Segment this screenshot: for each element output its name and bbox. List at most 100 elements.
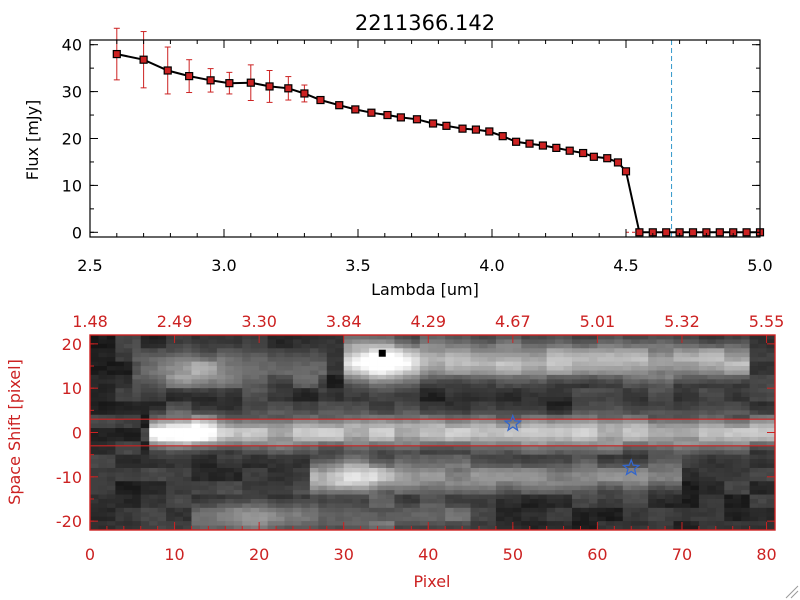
heatmap-cell — [402, 450, 412, 456]
heatmap-cell — [166, 410, 175, 416]
heatmap-cell — [335, 525, 345, 531]
heatmap-cell — [766, 428, 776, 433]
heatmap-cell — [741, 392, 751, 398]
heatmap-cell — [149, 485, 159, 491]
heatmap-cell — [326, 379, 336, 385]
heatmap-cell — [504, 459, 514, 464]
heatmap-cell — [758, 401, 767, 407]
heatmap-cell — [605, 343, 615, 349]
heatmap-cell — [428, 494, 438, 500]
heatmap-cell — [385, 379, 395, 385]
heatmap-cell — [732, 463, 742, 469]
heatmap-cell — [479, 454, 488, 460]
heatmap-cell — [597, 490, 607, 495]
heatmap-cell — [631, 485, 641, 491]
heatmap-cell — [385, 463, 395, 469]
heatmap-cell — [648, 392, 658, 398]
heatmap-cell — [98, 516, 108, 522]
heatmap-cell — [690, 481, 700, 487]
heatmap-cell — [259, 401, 268, 407]
heatmap-cell — [428, 472, 438, 478]
heatmap-cell — [504, 454, 514, 460]
heatmap-cell — [597, 512, 607, 518]
heatmap-cell — [98, 494, 108, 500]
heatmap-cell — [538, 428, 548, 433]
heatmap-cell — [106, 521, 116, 526]
heatmap-cell — [352, 419, 362, 425]
heatmap-cell — [90, 379, 99, 385]
heatmap-cell — [436, 498, 446, 504]
heatmap-cell — [673, 463, 683, 469]
heatmap-cell — [707, 525, 717, 531]
heatmap-cell — [132, 339, 142, 345]
heatmap-cell — [199, 392, 209, 398]
heatmap-cell — [411, 352, 421, 358]
heatmap-cell — [462, 410, 471, 416]
heatmap-cell — [605, 476, 615, 482]
heatmap-cell — [631, 348, 641, 354]
heatmap-cell — [360, 423, 370, 429]
heatmap-cell — [665, 507, 674, 513]
heatmap-cell — [411, 339, 421, 345]
heatmap-cell — [326, 467, 336, 473]
heatmap-cell — [572, 405, 581, 411]
heatmap-cell — [149, 352, 159, 358]
heatmap-cell — [563, 379, 573, 385]
heatmap-cell — [732, 379, 742, 385]
heatmap-cell — [614, 432, 624, 438]
heatmap-cell — [690, 516, 700, 522]
heatmap-cell — [318, 525, 328, 531]
heatmap-cell — [521, 445, 531, 451]
heatmap-cell — [622, 428, 632, 433]
heatmap-cell — [470, 410, 480, 416]
heatmap-cell — [487, 348, 497, 354]
heatmap-cell — [174, 392, 184, 398]
heatmap-cell — [724, 392, 734, 398]
heatmap-cell — [411, 392, 421, 398]
heatmap-cell — [377, 454, 387, 460]
heatmap-cell — [191, 383, 201, 389]
heatmap-cell — [749, 507, 759, 513]
heatmap-cell — [157, 428, 167, 433]
heatmap-cell — [309, 454, 319, 460]
heatmap-cell — [724, 521, 734, 526]
heatmap-cell — [394, 361, 404, 367]
heatmap-cell — [715, 498, 725, 504]
heatmap-cell — [453, 498, 463, 504]
heatmap-cell — [250, 397, 260, 402]
heatmap-cell — [453, 397, 463, 402]
heatmap-cell — [343, 432, 353, 438]
heatmap-cell — [115, 516, 125, 522]
heatmap-cell — [462, 352, 471, 358]
heatmap-cell — [284, 348, 294, 354]
heatmap-cell — [732, 410, 742, 416]
heatmap-cell — [225, 343, 235, 349]
heatmap-cell — [555, 525, 564, 531]
heatmap-cell — [335, 441, 345, 447]
heatmap-cell — [377, 445, 387, 451]
resize-grip-icon[interactable] — [785, 585, 799, 599]
heatmap-cell — [411, 348, 421, 354]
heatmap-cell — [766, 498, 776, 504]
heatmap-cell — [681, 490, 691, 495]
heatmap-cell — [614, 498, 624, 504]
heatmap-cell — [208, 512, 218, 518]
heatmap-cell — [276, 414, 285, 420]
heatmap-cell — [521, 374, 531, 380]
heatmap-cell — [352, 432, 362, 438]
heatmap-cell — [216, 405, 226, 411]
heatmap-cell — [360, 516, 370, 522]
heatmap-cell — [690, 450, 700, 456]
heatmap-cell — [563, 428, 573, 433]
heatmap-cell — [572, 525, 581, 531]
heatmap-cell — [115, 503, 125, 509]
heatmap-cell — [419, 383, 429, 389]
heatmap-cell — [572, 485, 581, 491]
heatmap-cell — [749, 459, 759, 464]
heatmap-cell — [191, 410, 201, 416]
heatmap-cell — [698, 414, 708, 420]
heatmap-cell — [665, 436, 674, 442]
heatmap-cell — [690, 383, 700, 389]
heatmap-cell — [242, 410, 252, 416]
heatmap-cell — [436, 481, 446, 487]
